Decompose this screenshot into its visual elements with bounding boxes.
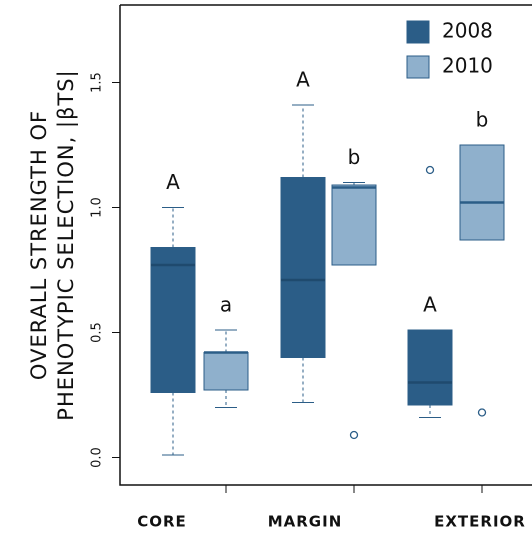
- plot-frame: [119, 5, 532, 486]
- x-tick-label: EXTERIOR: [434, 513, 526, 531]
- legend-label: 2010: [442, 54, 493, 78]
- y-axis-label: PHENOTYPIC SELECTION, |βTS|: [54, 69, 79, 420]
- x-tick-label: MARGIN: [268, 513, 343, 531]
- y-tick-label: 0.5: [90, 322, 105, 343]
- group-letter: A: [296, 68, 310, 92]
- box: [459, 144, 505, 241]
- box: [203, 352, 249, 391]
- box: [331, 184, 377, 266]
- group-letter: b: [476, 108, 489, 132]
- outlier: [477, 408, 487, 417]
- legend-swatch: [406, 20, 430, 44]
- group-letter: b: [348, 145, 361, 169]
- group-letter: A: [423, 293, 437, 317]
- x-tick-label: CORE: [137, 513, 187, 531]
- outlier: [349, 430, 359, 440]
- y-tick-label: 0.0: [90, 447, 105, 468]
- group-letter: A: [166, 170, 180, 194]
- y-tick-label: 1.0: [90, 197, 105, 218]
- box: [150, 247, 196, 393]
- group-letter: a: [220, 293, 232, 317]
- box: [407, 329, 453, 406]
- legend-label: 2008: [442, 19, 493, 43]
- outlier: [425, 165, 435, 175]
- legend-swatch: [406, 55, 430, 79]
- y-axis-label: OVERALL STRENGTH OF: [27, 110, 51, 380]
- y-tick-label: 1.5: [90, 72, 105, 93]
- box: [280, 177, 326, 358]
